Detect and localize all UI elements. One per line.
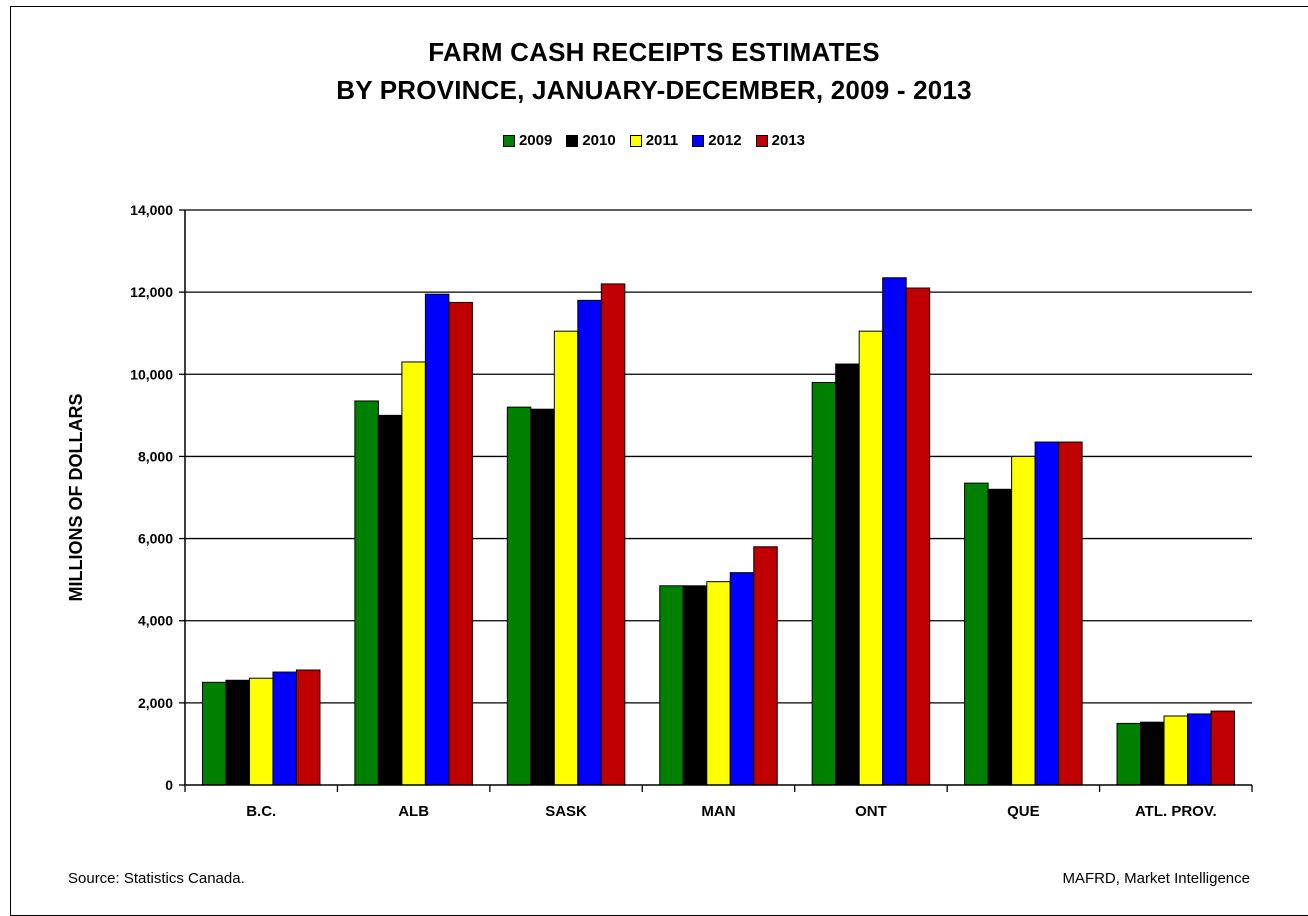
bar-sask-2011: [553, 330, 579, 786]
category-label-bc: B.C.: [246, 803, 276, 820]
bar-bc-2010: [225, 679, 250, 786]
legend-item-2013: 2013: [755, 132, 806, 149]
bar-ont-2010: [835, 363, 860, 786]
bar-ont-2011: [858, 330, 884, 786]
ytick-label-10000: 10,000: [130, 366, 173, 382]
legend-swatch-2010: [566, 134, 579, 147]
legend-label-2011: 2011: [645, 132, 679, 149]
bar-man-2013: [753, 546, 778, 786]
legend-swatch-2012: [692, 134, 705, 147]
ytick-label-8000: 8,000: [138, 448, 173, 464]
bar-sask-2009: [506, 406, 532, 786]
bar-alb-2011: [401, 361, 426, 786]
bar-man-2011: [706, 581, 731, 786]
bar-bc-2011: [248, 677, 274, 786]
legend-swatch-2013: [755, 134, 768, 147]
bar-ont-2013: [905, 287, 931, 786]
category-label-atlprov: ATL. PROV.: [1135, 803, 1217, 820]
bar-que-2013: [1058, 441, 1083, 786]
credit-note: MAFRD, Market Intelligence: [1062, 870, 1250, 887]
bar-que-2009: [964, 482, 989, 786]
category-label-man: MAN: [701, 803, 735, 820]
bar-atlprov-2009: [1116, 722, 1142, 786]
ytick-label-12000: 12,000: [130, 284, 173, 300]
bar-atlprov-2011: [1163, 715, 1189, 786]
bar-alb-2010: [377, 414, 403, 786]
legend-label-2013: 2013: [771, 132, 806, 149]
chart-subtitle: BY PROVINCE, JANUARY-DECEMBER, 2009 - 20…: [336, 75, 972, 105]
bar-alb-2009: [354, 400, 379, 786]
bar-bc-2009: [201, 681, 227, 786]
bar-bc-2012: [272, 671, 297, 786]
ytick-label-0: 0: [165, 777, 173, 793]
source-note: Source: Statistics Canada.: [68, 870, 245, 887]
category-label-que: QUE: [1007, 803, 1040, 820]
bar-sask-2010: [530, 408, 555, 786]
bar-man-2010: [682, 585, 708, 786]
ytick-label-6000: 6,000: [138, 531, 173, 547]
legend-item-2010: 2010: [566, 132, 616, 149]
legend-item-2011: 2011: [629, 132, 679, 149]
category-label-ont: ONT: [855, 803, 887, 820]
legend-label-2009: 2009: [518, 132, 553, 149]
bar-man-2009: [659, 585, 684, 786]
legend-swatch-2009: [502, 134, 515, 147]
category-label-alb: ALB: [398, 803, 429, 820]
bar-atlprov-2010: [1140, 721, 1165, 786]
ytick-label-2000: 2,000: [138, 695, 173, 711]
legend-item-2009: 2009: [502, 132, 553, 149]
bar-bc-2013: [295, 669, 321, 786]
chart-title: FARM CASH RECEIPTS ESTIMATES: [428, 37, 880, 67]
legend-swatch-2011: [629, 134, 642, 147]
ytick-label-14000: 14,000: [130, 202, 173, 218]
legend-label-2010: 2010: [582, 132, 616, 149]
bar-que-2010: [987, 488, 1013, 786]
category-label-sask: SASK: [545, 803, 587, 820]
bar-atlprov-2013: [1210, 710, 1236, 786]
legend: 2009 2010 2011 2012 2013: [0, 132, 1308, 149]
legend-item-2012: 2012: [692, 132, 742, 149]
bar-sask-2012: [577, 299, 602, 786]
bar-sask-2013: [600, 283, 626, 786]
bar-que-2011: [1011, 455, 1036, 786]
bar-man-2012: [729, 572, 755, 786]
legend-label-2012: 2012: [708, 132, 742, 149]
bar-ont-2012: [882, 277, 907, 786]
bar-que-2012: [1034, 441, 1060, 786]
bar-alb-2013: [448, 301, 473, 786]
bar-atlprov-2012: [1187, 713, 1212, 786]
bar-alb-2012: [424, 293, 450, 786]
ytick-label-4000: 4,000: [138, 613, 173, 629]
bar-ont-2009: [811, 382, 837, 786]
y-axis-label: MILLIONS OF DOLLARS: [66, 394, 86, 602]
